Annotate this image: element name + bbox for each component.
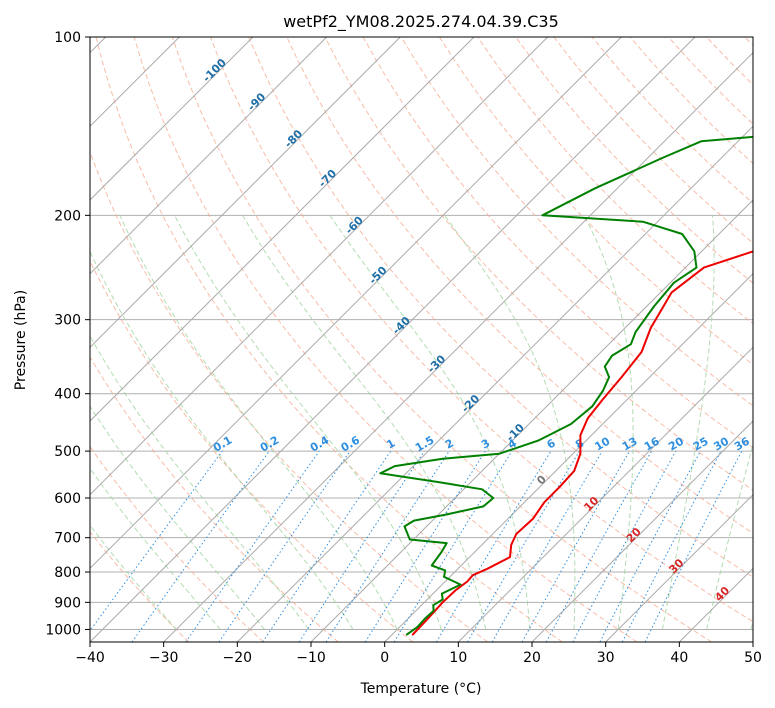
moist-adiabat-line bbox=[90, 524, 177, 630]
mixing-ratio-line bbox=[131, 450, 270, 642]
mixing-ratio-line bbox=[545, 450, 653, 642]
x-axis-label: Temperature (°C) bbox=[360, 681, 482, 697]
mixing-ratio-lines bbox=[90, 450, 743, 642]
moist-adiabat-line bbox=[90, 405, 265, 630]
isotherm-line bbox=[531, 420, 753, 642]
mixing-ratio-line bbox=[644, 450, 743, 642]
isotherm-line bbox=[457, 346, 753, 642]
temperature-line bbox=[411, 250, 753, 636]
mixing-ratio-line bbox=[572, 450, 677, 642]
y-tick-label: 300 bbox=[54, 313, 81, 329]
chart-title: wetPf2_YM08.2025.274.04.39.C35 bbox=[283, 12, 559, 32]
mixing-ratio-line bbox=[393, 450, 513, 642]
isotherm-line bbox=[90, 37, 254, 201]
dry-adiabat-line bbox=[324, 37, 753, 491]
isotherm-line bbox=[90, 37, 549, 496]
dry-adiabat-line bbox=[90, 445, 264, 642]
skewed-isotherms bbox=[90, 37, 753, 642]
x-tick-label: −20 bbox=[223, 650, 253, 666]
dry-adiabat-line bbox=[400, 37, 753, 407]
mixing-ratio-line bbox=[218, 450, 351, 642]
dry-adiabat-line bbox=[90, 150, 488, 642]
plot-background bbox=[90, 37, 753, 642]
x-tick-label: −40 bbox=[75, 650, 105, 666]
mixing-ratio-line bbox=[262, 450, 392, 642]
x-tick-label: 50 bbox=[744, 650, 762, 666]
x-tick-label: 40 bbox=[670, 650, 688, 666]
y-tick-label: 800 bbox=[54, 565, 81, 581]
isotherm-line bbox=[90, 37, 475, 422]
dewpoint-line bbox=[379, 135, 753, 636]
moist-adiabat-line bbox=[90, 250, 354, 630]
dry-adiabat-line bbox=[90, 356, 339, 642]
x-tick-label: 10 bbox=[449, 650, 467, 666]
y-tick-label: 200 bbox=[54, 208, 81, 224]
x-tick-label: −30 bbox=[149, 650, 179, 666]
isotherm-line bbox=[90, 37, 328, 275]
plot-frame bbox=[89, 36, 754, 643]
isotherm-line bbox=[90, 37, 696, 642]
y-tick-label: 1000 bbox=[45, 622, 81, 638]
y-axis-label: Pressure (hPa) bbox=[13, 290, 29, 390]
moist-adiabat-line bbox=[174, 215, 442, 630]
moist-adiabat-line bbox=[119, 215, 398, 630]
y-tick-label: 600 bbox=[54, 491, 81, 507]
moist-adiabat-line bbox=[90, 335, 310, 630]
y-tick-label: 500 bbox=[54, 444, 81, 460]
dry-adiabat-line bbox=[438, 37, 753, 366]
mixing-ratio-line bbox=[325, 450, 450, 642]
pressure-grid bbox=[90, 37, 753, 630]
isotherm-line bbox=[90, 37, 401, 349]
mixing-ratio-line bbox=[90, 450, 223, 632]
dry-adiabat-line bbox=[133, 37, 638, 642]
mixing-ratio-line bbox=[521, 450, 630, 642]
x-tick-label: 20 bbox=[523, 650, 541, 666]
y-tick-label: 700 bbox=[54, 531, 81, 547]
sounding-series bbox=[379, 135, 753, 636]
y-tick-label: 100 bbox=[54, 30, 81, 46]
mixing-ratio-line bbox=[185, 450, 320, 642]
dry-adiabat-line bbox=[171, 37, 712, 642]
x-tick-label: 0 bbox=[380, 650, 389, 666]
moist-adiabat-line bbox=[329, 215, 531, 630]
y-tick-label: 400 bbox=[54, 387, 81, 403]
moist-adiabat-line bbox=[444, 215, 576, 630]
isotherm-line bbox=[310, 199, 753, 642]
isotherm-line bbox=[163, 51, 753, 642]
isotherm-line bbox=[605, 493, 753, 642]
x-tick-label: −10 bbox=[296, 650, 326, 666]
mixing-ratio-line bbox=[298, 450, 425, 642]
dry-adiabat-line bbox=[95, 37, 563, 642]
dry-adiabat-line bbox=[515, 37, 753, 284]
dry-adiabat-line bbox=[90, 531, 190, 642]
moist-adiabat-line bbox=[90, 467, 221, 630]
moist-adiabat-line bbox=[242, 215, 487, 630]
isotherm-line bbox=[90, 37, 622, 570]
dry-adiabat-line bbox=[248, 37, 753, 578]
y-tick-label: 900 bbox=[54, 595, 81, 611]
x-tick-label: 30 bbox=[597, 650, 615, 666]
axis-ticks: −40 −30 −20 −10 0 10 20 30 40 50 100 200 300 400 500 60… bbox=[45, 30, 762, 666]
isotherm-line bbox=[384, 272, 753, 642]
